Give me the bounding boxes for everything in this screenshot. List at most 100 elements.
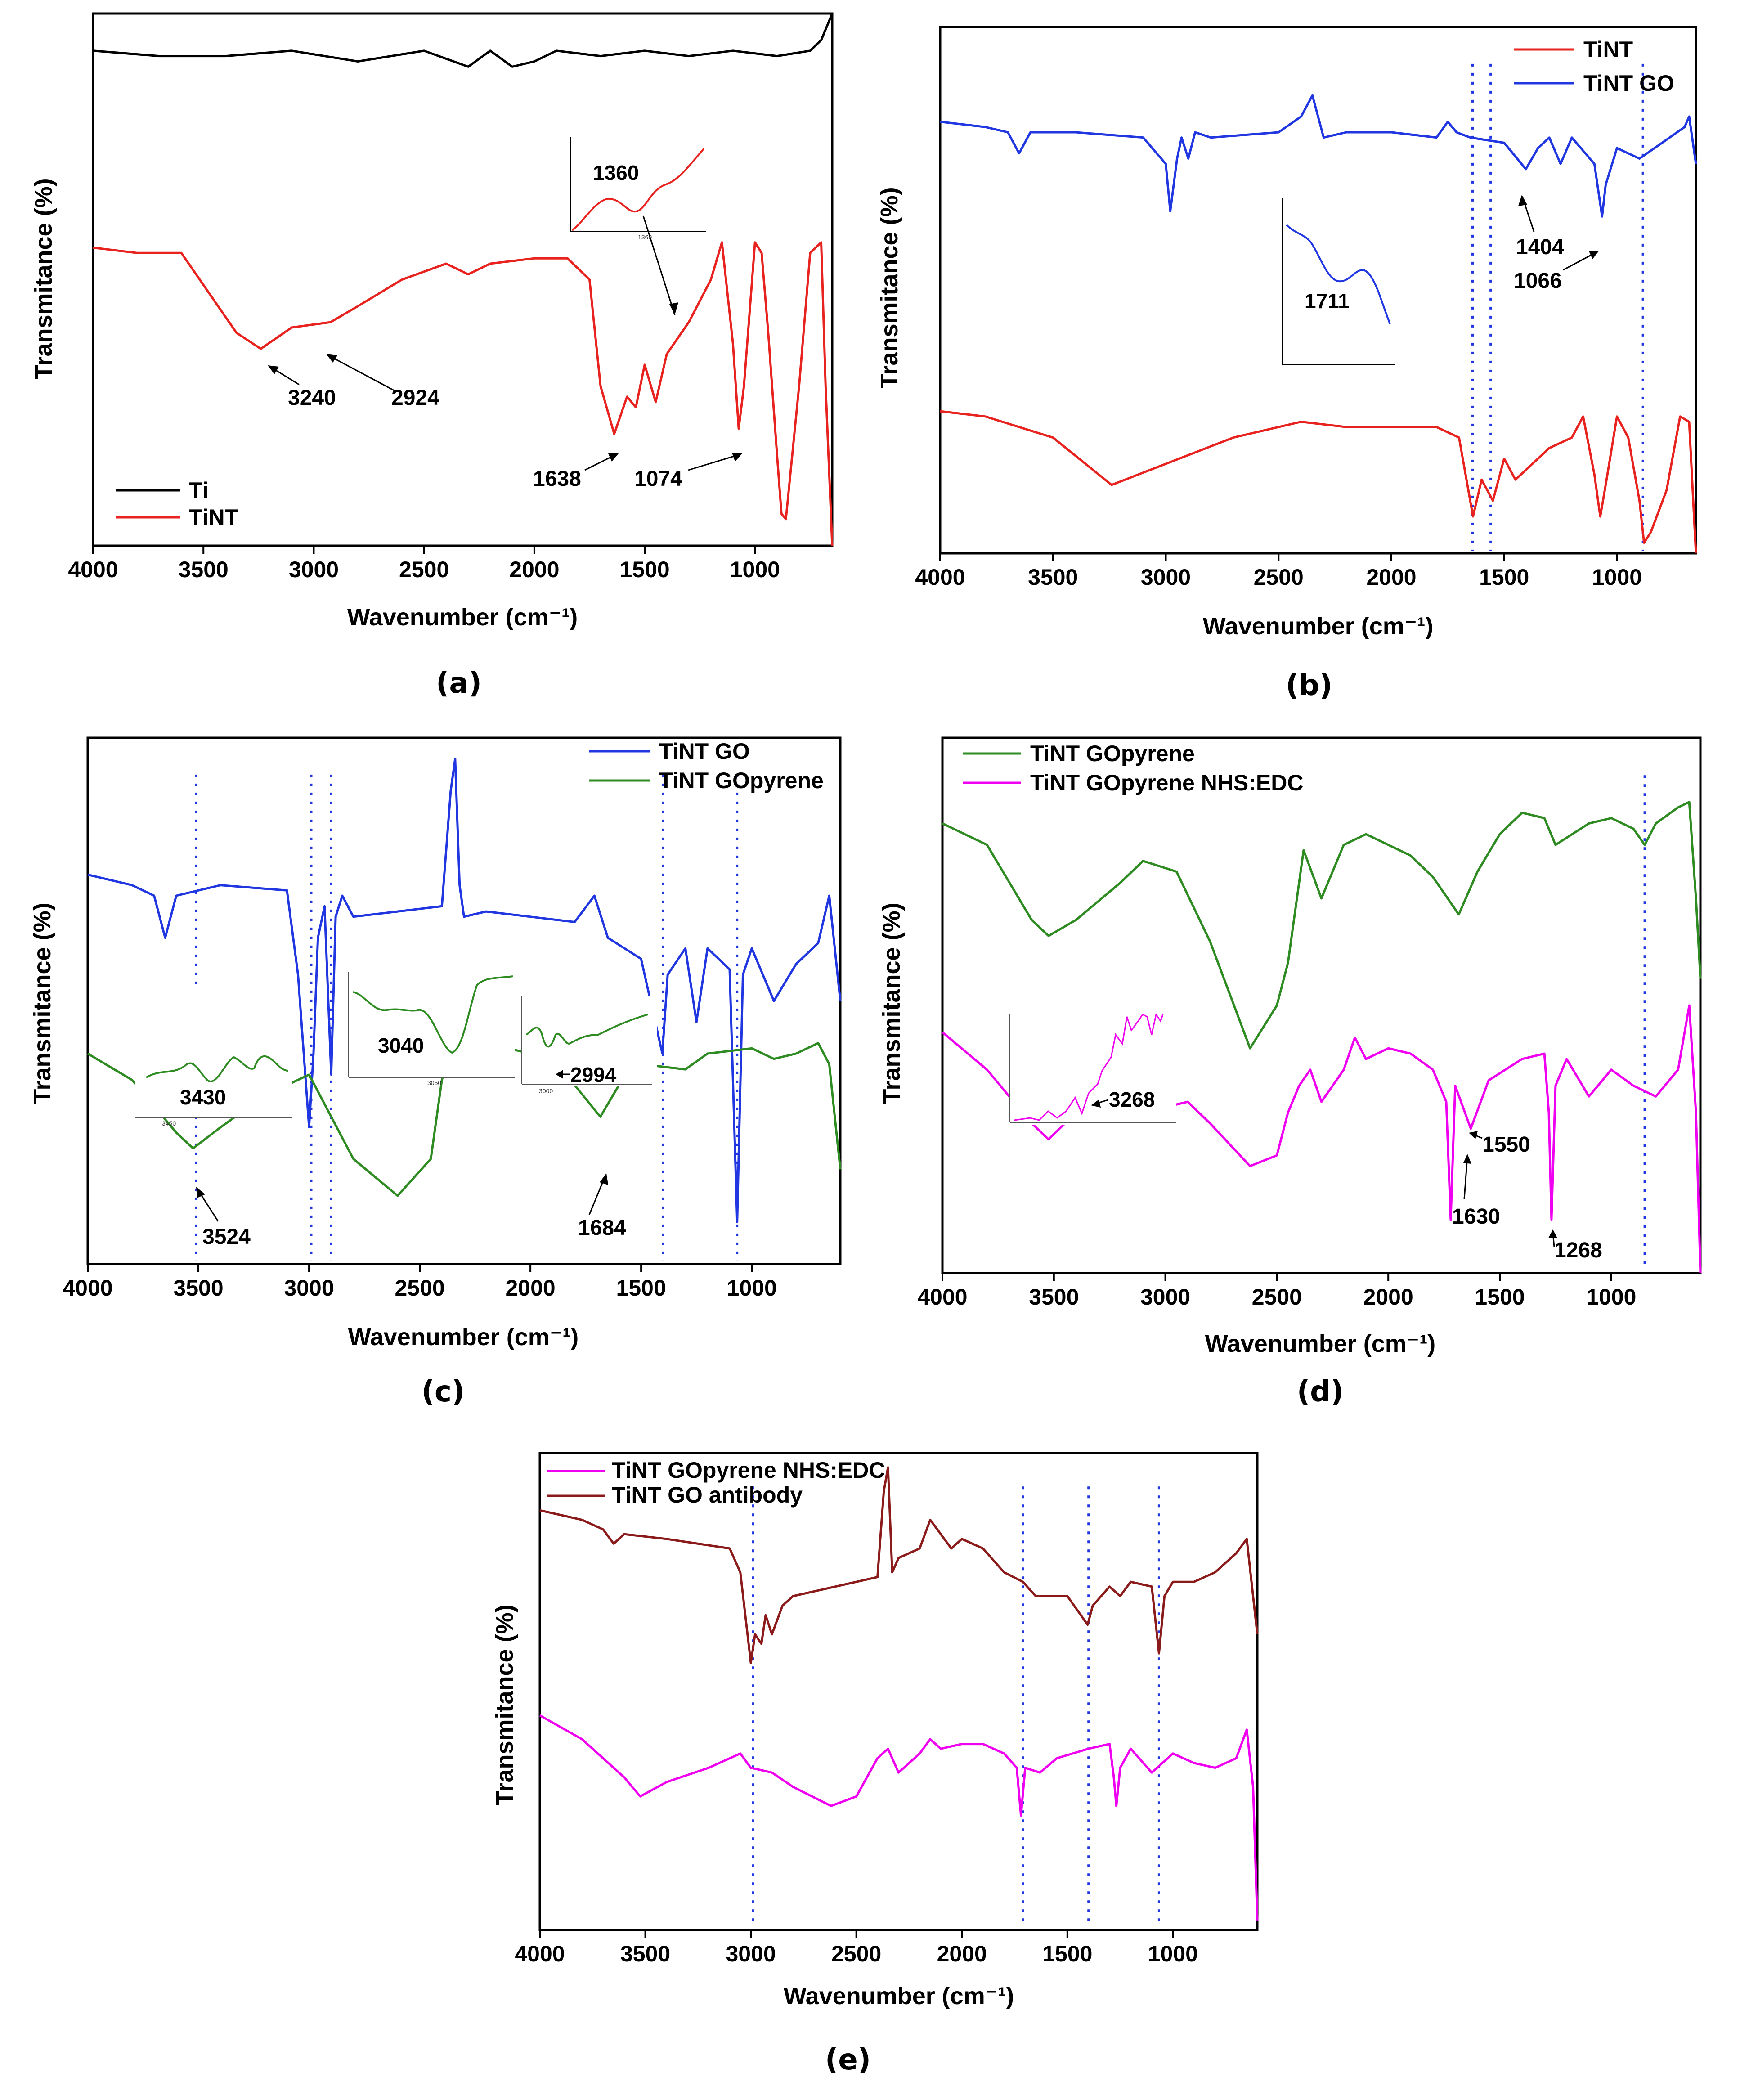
x-tick-label: 3000 xyxy=(726,1941,776,1966)
inset-label-d: 3268 xyxy=(1109,1088,1155,1111)
x-tick-label: 2500 xyxy=(1252,1284,1302,1310)
y-axis-title-a: Transmitance (%) xyxy=(30,178,57,379)
annotation-1684: 1684 xyxy=(578,1216,626,1240)
inset-curve-a xyxy=(571,148,705,231)
x-tick-label: 2000 xyxy=(1366,565,1416,590)
inset-label-a: 1360 xyxy=(593,161,639,184)
legend-label-nhsedc-e: TiNT GOpyrene NHS:EDC xyxy=(612,1458,885,1483)
legend-label-antibody-e: TiNT GO antibody xyxy=(612,1482,803,1508)
x-tick-label: 1500 xyxy=(1479,565,1529,590)
reference-lines-b xyxy=(1471,63,1644,551)
x-tick-label: 3000 xyxy=(289,557,339,582)
x-axis-title-a: Wavenumber (cm⁻¹) xyxy=(347,604,578,631)
y-axis-title-d: Transmitance (%) xyxy=(878,902,905,1104)
annotation-1630: 1630 xyxy=(1452,1205,1500,1229)
x-tick-label: 2500 xyxy=(399,557,449,582)
x-tick-label: 1000 xyxy=(1592,565,1642,590)
x-tick-label: 3500 xyxy=(1028,565,1078,590)
panel-c: 4000 3500 3000 2500 2000 1500 1000 Wavenumber … xyxy=(29,736,842,1409)
legend-label-tintgo-b: TiNT GO xyxy=(1583,71,1674,96)
series-line-ti xyxy=(93,13,834,68)
annotations-c: 3524 1684 xyxy=(196,1173,626,1249)
x-tick-label: 3000 xyxy=(284,1275,334,1301)
legend-label-gopyrene-d: TiNT GOpyrene xyxy=(1030,741,1195,766)
annotation-1268: 1268 xyxy=(1554,1238,1602,1262)
x-axis-title-c: Wavenumber (cm⁻¹) xyxy=(348,1324,579,1351)
x-tick-label: 4000 xyxy=(515,1941,565,1966)
x-tick-label: 2000 xyxy=(1363,1284,1413,1310)
legend-b: TiNT TiNT GO xyxy=(1514,37,1674,96)
panel-label-b: (b) xyxy=(1286,669,1332,702)
panel-label-a: (a) xyxy=(436,667,482,700)
x-axis-ticks-d: 4000 3500 3000 2500 2000 1500 1000 xyxy=(917,1273,1636,1310)
x-tick-label: 2000 xyxy=(509,557,559,582)
inset-tick-c-2: 3050 xyxy=(427,1079,441,1086)
inset-label-c-2: 3040 xyxy=(378,1034,424,1057)
series-line-tint-gopyrene xyxy=(942,801,1702,1050)
annotations-a: 3240 2924 1638 1074 xyxy=(268,354,742,491)
x-axis-ticks-b: 4000 3500 3000 2500 2000 1500 1000 xyxy=(915,553,1642,590)
x-axis-ticks-c: 4000 3500 3000 2500 2000 1500 1000 xyxy=(63,1264,777,1301)
legend-e: TiNT GOpyrene NHS:EDC TiNT GO antibody xyxy=(547,1458,885,1508)
inset-label-c-1: 3430 xyxy=(180,1086,226,1109)
x-axis-title-b: Wavenumber (cm⁻¹) xyxy=(1203,613,1434,640)
inset-d: 3268 xyxy=(1009,1012,1176,1125)
y-axis-title-b: Transmitance (%) xyxy=(876,187,903,388)
x-tick-label: 1500 xyxy=(1475,1284,1525,1310)
inset-curve-b xyxy=(1286,224,1391,324)
x-tick-label: 2500 xyxy=(1254,565,1304,590)
legend-label-tint-b: TiNT xyxy=(1583,37,1633,62)
inset-label-c-3: 2994 xyxy=(570,1063,617,1086)
x-tick-label: 1000 xyxy=(730,557,780,582)
series-line-tint-go-antibody xyxy=(539,1466,1259,1664)
x-tick-label: 1000 xyxy=(1586,1284,1636,1310)
inset-c-3: 2994 3000 xyxy=(521,996,657,1095)
legend-label-tintgo-c: TiNT GO xyxy=(659,739,750,764)
x-tick-label: 2000 xyxy=(937,1941,987,1966)
x-axis-ticks-a: 4000 3500 3000 2500 2000 1500 1000 xyxy=(68,546,780,582)
x-tick-label: 3500 xyxy=(179,557,229,582)
inset-b: 1711 xyxy=(1282,198,1395,365)
inset-tick-c-3: 3000 xyxy=(539,1087,553,1095)
x-tick-label: 3500 xyxy=(620,1941,670,1966)
x-axis-ticks-e: 4000 3500 3000 2500 2000 1500 1000 xyxy=(515,1930,1198,1966)
x-tick-label: 1000 xyxy=(1148,1941,1198,1966)
x-tick-label: 1500 xyxy=(620,557,670,582)
x-tick-label: 2500 xyxy=(395,1275,444,1301)
inset-tick-c-1: 3450 xyxy=(162,1120,176,1127)
plot-frame-b xyxy=(939,26,1697,555)
x-tick-label: 3500 xyxy=(1029,1284,1079,1310)
annotations-d: 1550 1630 1268 xyxy=(1452,1131,1602,1262)
annotation-1074: 1074 xyxy=(634,467,682,491)
x-tick-label: 3000 xyxy=(1140,1284,1190,1310)
x-tick-label: 3500 xyxy=(173,1275,223,1301)
legend-label-tint: TiNT xyxy=(189,505,238,530)
x-tick-label: 1500 xyxy=(616,1275,666,1301)
x-tick-label: 4000 xyxy=(63,1275,112,1301)
panel-e: 4000 3500 3000 2500 2000 1500 1000 Wavenumber … xyxy=(491,1452,1259,2077)
legend-a: Ti TiNT xyxy=(116,478,238,530)
annotation-3240: 3240 xyxy=(288,386,336,410)
legend-d: TiNT GOpyrene TiNT GOpyrene NHS:EDC xyxy=(963,741,1304,795)
annotation-1638: 1638 xyxy=(533,467,581,491)
plot-frame-d xyxy=(941,736,1702,1274)
x-tick-label: 4000 xyxy=(917,1284,967,1310)
x-tick-label: 2000 xyxy=(506,1275,556,1301)
annotation-3524: 3524 xyxy=(202,1225,251,1249)
plot-frame-e xyxy=(538,1452,1259,1931)
panel-d: 4000 3500 3000 2500 2000 1500 1000 Wavenumber … xyxy=(878,736,1702,1409)
inset-a: 1360 1360 xyxy=(570,137,706,315)
spectra-a xyxy=(93,13,834,546)
panel-label-d: (d) xyxy=(1297,1375,1344,1409)
panel-label-c: (c) xyxy=(422,1375,465,1409)
series-line-tint xyxy=(940,410,1697,554)
inset-label-b: 1711 xyxy=(1305,289,1350,313)
legend-label-ti: Ti xyxy=(189,478,209,503)
y-axis-title-c: Transmitance (%) xyxy=(29,902,56,1104)
panel-a: 4000 3500 3000 2500 2000 1500 1000 Wavenumber … xyxy=(30,12,834,700)
x-tick-label: 1000 xyxy=(727,1275,777,1301)
reference-lines-e xyxy=(752,1486,1160,1927)
inset-c-1: 3430 3450 xyxy=(135,990,292,1127)
inset-c-2: 3040 3050 xyxy=(348,972,515,1086)
